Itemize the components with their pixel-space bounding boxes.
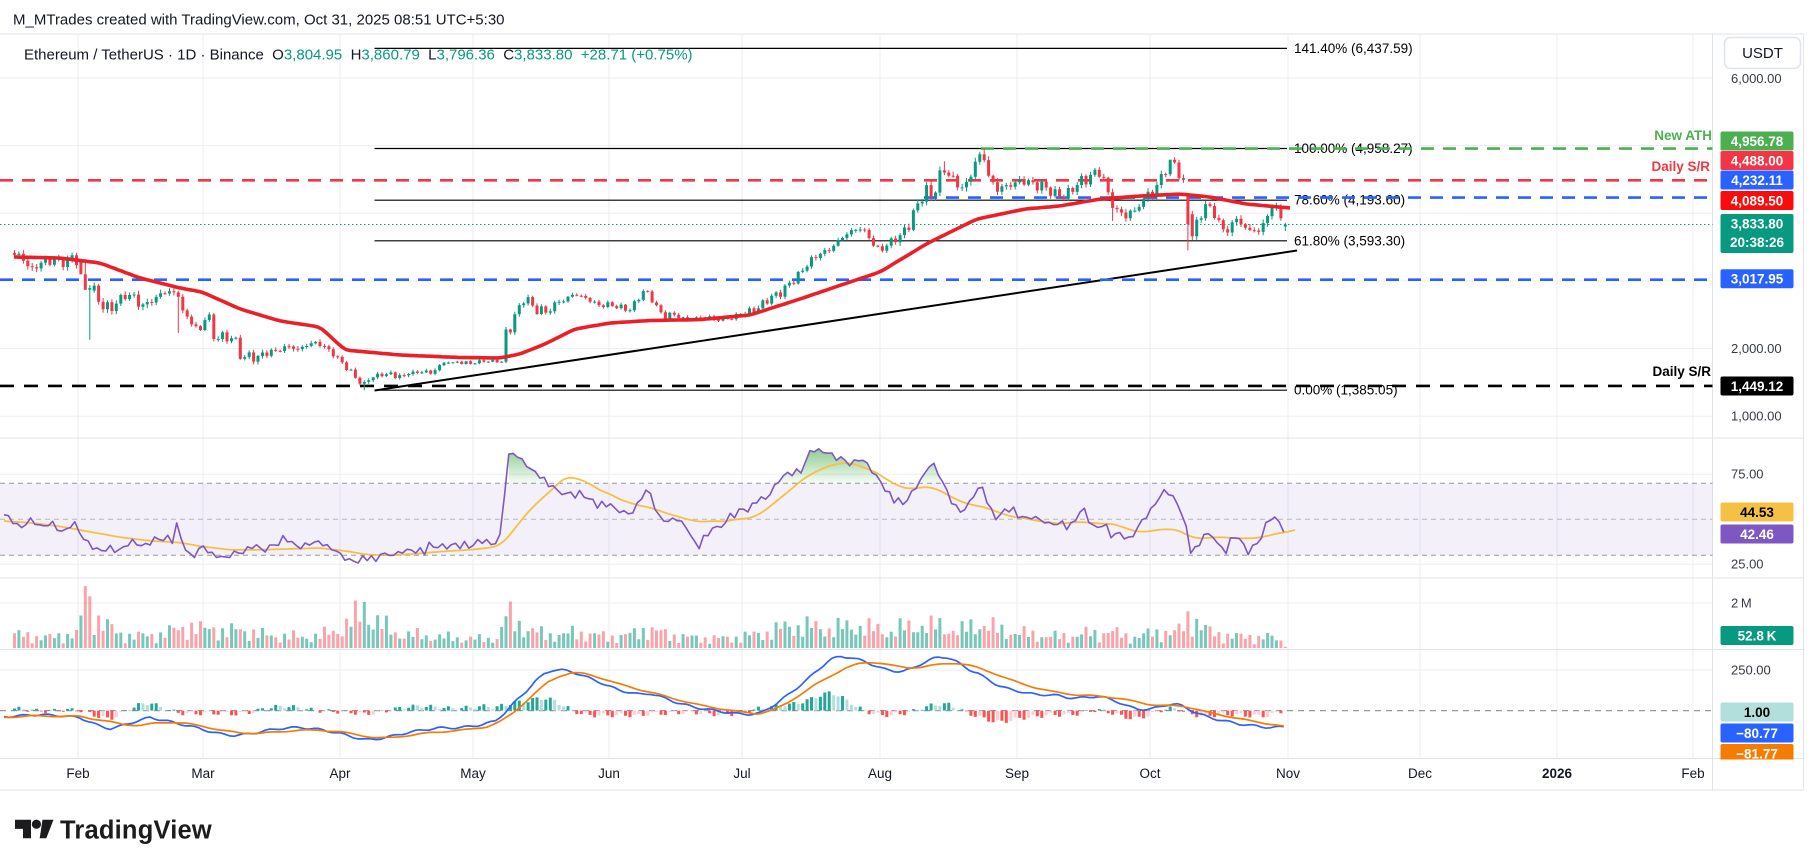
svg-text:1.00: 1.00 (1744, 705, 1770, 720)
svg-text:61.80% (3,593.30): 61.80% (3,593.30) (1294, 233, 1405, 248)
svg-text:−81.77: −81.77 (1736, 746, 1778, 761)
svg-text:75.00: 75.00 (1731, 467, 1764, 482)
svg-text:TradingView: TradingView (60, 817, 212, 845)
svg-text:44.53: 44.53 (1740, 505, 1774, 520)
svg-text:3,833.80: 3,833.80 (1731, 217, 1784, 232)
svg-text:Sep: Sep (1005, 766, 1029, 781)
svg-text:−80.77: −80.77 (1736, 726, 1778, 741)
svg-text:Feb: Feb (66, 766, 89, 781)
svg-text:100.00% (4,958.27): 100.00% (4,958.27) (1294, 141, 1413, 156)
svg-text:141.40% (6,437.59): 141.40% (6,437.59) (1294, 41, 1413, 56)
svg-text:Daily S/R: Daily S/R (1652, 364, 1711, 379)
svg-text:25.00: 25.00 (1731, 557, 1764, 572)
svg-text:Ethereum / TetherUS · 1D · Bin: Ethereum / TetherUS · 1D · Binance O3,80… (24, 47, 693, 64)
svg-text:May: May (460, 766, 486, 781)
svg-text:1,449.12: 1,449.12 (1731, 379, 1784, 394)
svg-text:Jun: Jun (598, 766, 620, 781)
svg-text:Daily S/R: Daily S/R (1651, 159, 1710, 174)
svg-text:M_MTrades created with Trading: M_MTrades created with TradingView.com, … (13, 12, 505, 29)
svg-text:Dec: Dec (1408, 766, 1432, 781)
svg-text:4,089.50: 4,089.50 (1731, 193, 1784, 208)
svg-text:New ATH: New ATH (1654, 128, 1712, 143)
svg-text:USDT: USDT (1742, 45, 1783, 62)
svg-text:52.8 K: 52.8 K (1738, 628, 1777, 643)
svg-text:1,000.00: 1,000.00 (1731, 409, 1782, 424)
svg-text:2 M: 2 M (1731, 596, 1752, 611)
svg-text:Apr: Apr (329, 766, 351, 781)
svg-text:78.60% (4,193.60): 78.60% (4,193.60) (1294, 193, 1405, 208)
svg-text:2,000.00: 2,000.00 (1731, 341, 1782, 356)
svg-text:42.46: 42.46 (1740, 527, 1774, 542)
svg-text:2026: 2026 (1542, 766, 1573, 781)
svg-text:Oct: Oct (1139, 766, 1160, 781)
svg-text:Jul: Jul (733, 766, 750, 781)
svg-text:Aug: Aug (868, 766, 892, 781)
svg-text:250.00: 250.00 (1731, 663, 1771, 678)
svg-text:Mar: Mar (191, 766, 215, 781)
svg-text:4,488.00: 4,488.00 (1731, 153, 1784, 168)
svg-text:Nov: Nov (1276, 766, 1300, 781)
svg-text:4,956.78: 4,956.78 (1731, 134, 1784, 149)
svg-text:Feb: Feb (1681, 766, 1704, 781)
svg-text:3,017.95: 3,017.95 (1731, 272, 1784, 287)
svg-text:4,232.11: 4,232.11 (1731, 173, 1783, 188)
svg-text:6,000.00: 6,000.00 (1731, 71, 1782, 86)
svg-text:20:38:26: 20:38:26 (1730, 235, 1785, 250)
